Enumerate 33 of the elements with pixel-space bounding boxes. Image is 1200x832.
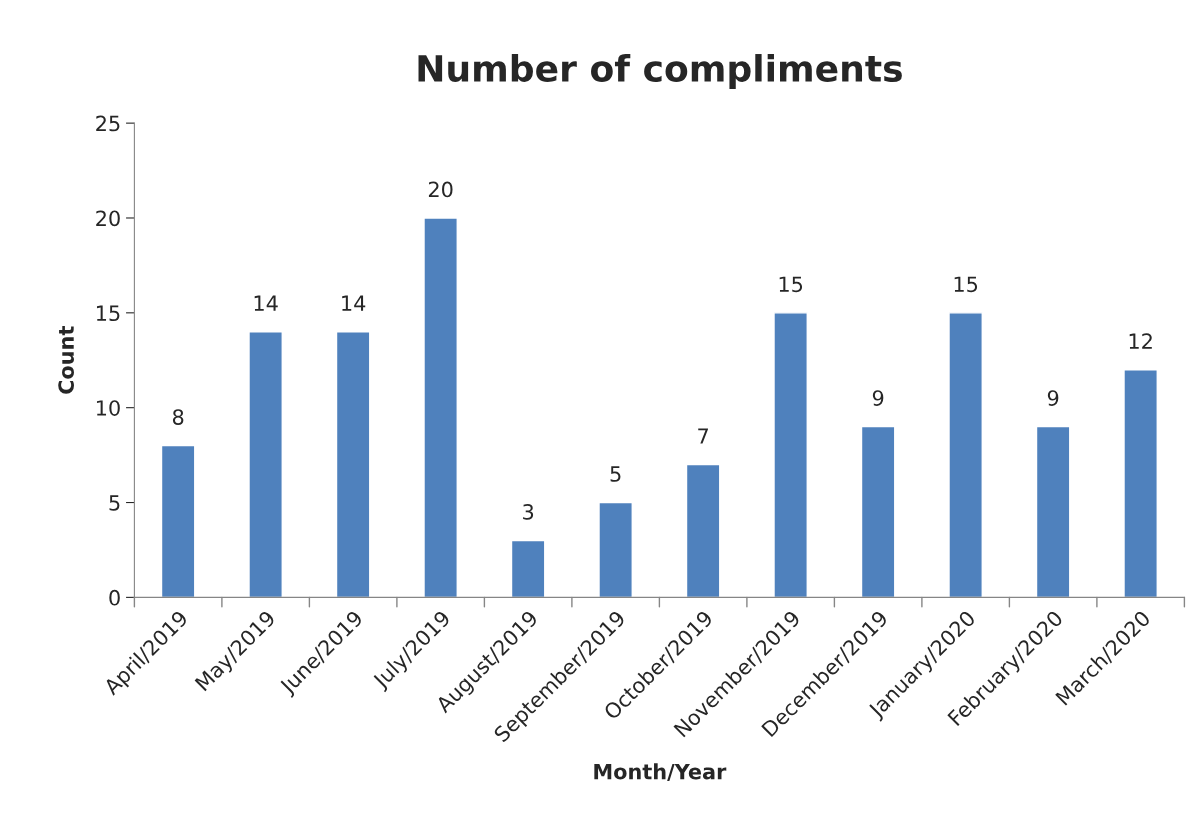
- data-label: 14: [254, 295, 278, 311]
- chart-title: Number of compliments: [418, 54, 902, 89]
- data-label: 20: [428, 181, 453, 198]
- y-tick-label: 20: [96, 210, 120, 227]
- y-tick-label: 15: [96, 305, 120, 322]
- data-label: 5: [610, 466, 621, 482]
- y-axis-title: Count: [58, 326, 74, 394]
- data-label: 9: [1047, 390, 1059, 406]
- y-tick-label: 0: [109, 589, 120, 606]
- y-tick-label: 5: [109, 495, 120, 511]
- bar: [598, 501, 633, 598]
- data-label: 14: [342, 295, 366, 311]
- data-label: 15: [779, 276, 803, 293]
- y-tick-label: 25: [96, 115, 120, 132]
- data-label: 9: [872, 390, 884, 406]
- bar: [1035, 425, 1071, 598]
- data-label: 12: [1129, 333, 1152, 349]
- bar: [860, 425, 896, 598]
- bar: [160, 444, 196, 598]
- bar: [510, 539, 546, 598]
- bar: [773, 312, 808, 598]
- data-label: 7: [698, 428, 708, 444]
- data-label: 3: [523, 504, 534, 520]
- bar: [335, 331, 371, 598]
- bar: [948, 312, 983, 598]
- x-axis-title: Month/Year: [594, 763, 727, 782]
- bar: [1123, 369, 1158, 598]
- data-label: 15: [954, 276, 978, 293]
- bar: [685, 463, 721, 598]
- y-tick-label: 10: [96, 400, 120, 416]
- bar: [423, 217, 458, 598]
- bar: [248, 331, 283, 598]
- data-label: 8: [172, 409, 184, 425]
